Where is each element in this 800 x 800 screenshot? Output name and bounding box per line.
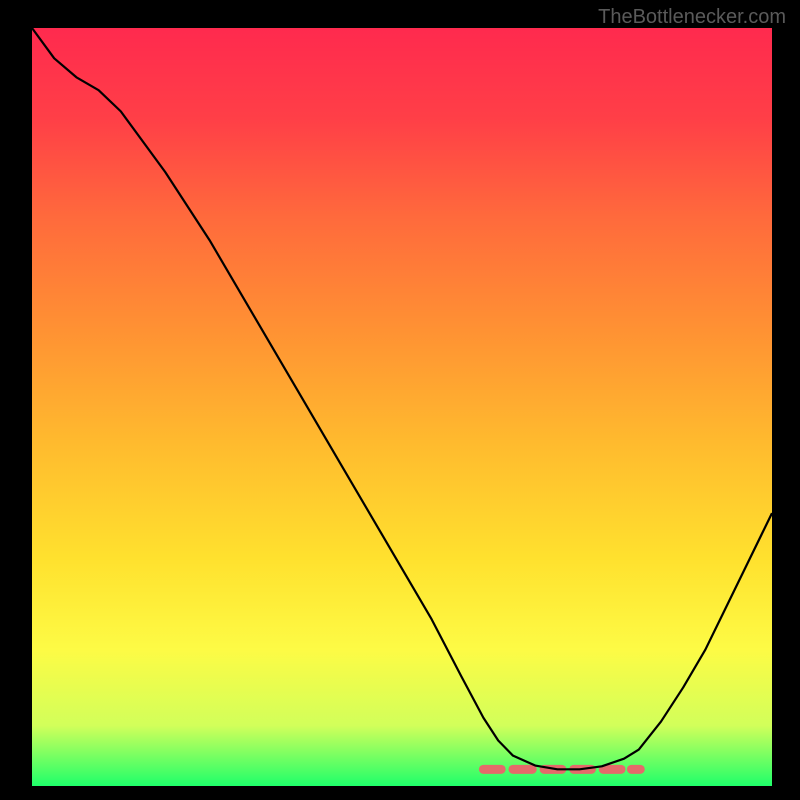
chart-gradient-area (32, 28, 772, 786)
watermark-text: TheBottlenecker.com (598, 6, 786, 29)
